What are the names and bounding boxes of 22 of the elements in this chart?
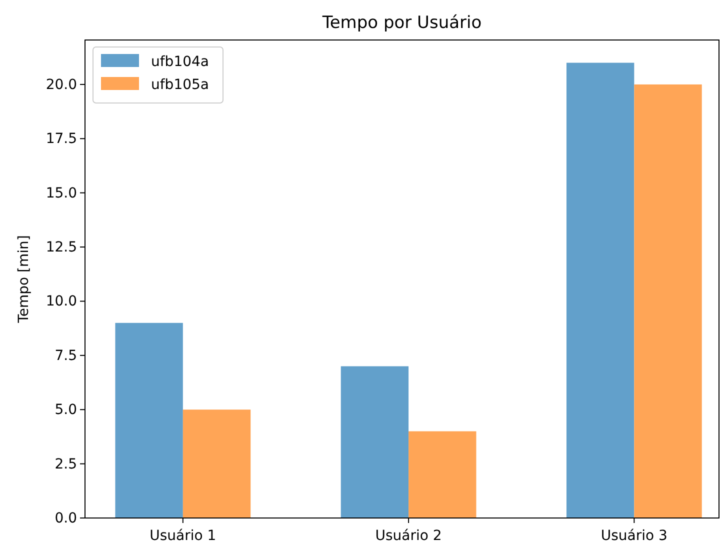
y-tick-label: 12.5 [46, 240, 77, 256]
x-tick-label: Usuário 2 [375, 528, 442, 544]
y-tick-label: 7.5 [54, 348, 77, 364]
bar [115, 322, 183, 518]
y-tick-label: 15.0 [46, 185, 77, 202]
bar [182, 410, 251, 518]
bar [408, 431, 476, 518]
y-tick-label: 2.5 [54, 456, 77, 472]
y-tick-label: 5.0 [54, 402, 77, 418]
bar [566, 62, 634, 518]
bar [340, 366, 409, 518]
bar [634, 84, 702, 518]
y-tick-label: 20.0 [46, 76, 77, 93]
legend-label: ufb105a [151, 77, 209, 93]
y-tick-label: 17.5 [46, 131, 77, 148]
y-axis-title: Tempo [min] [16, 235, 32, 324]
x-tick-label: Usuário 1 [150, 528, 216, 544]
legend-label: ufb104a [151, 54, 209, 70]
y-tick-label: 0.0 [54, 510, 77, 526]
x-tick-label: Usuário 3 [600, 528, 668, 544]
chart-title: Tempo por Usuário [321, 13, 482, 33]
y-tick-label: 10.0 [46, 294, 77, 310]
